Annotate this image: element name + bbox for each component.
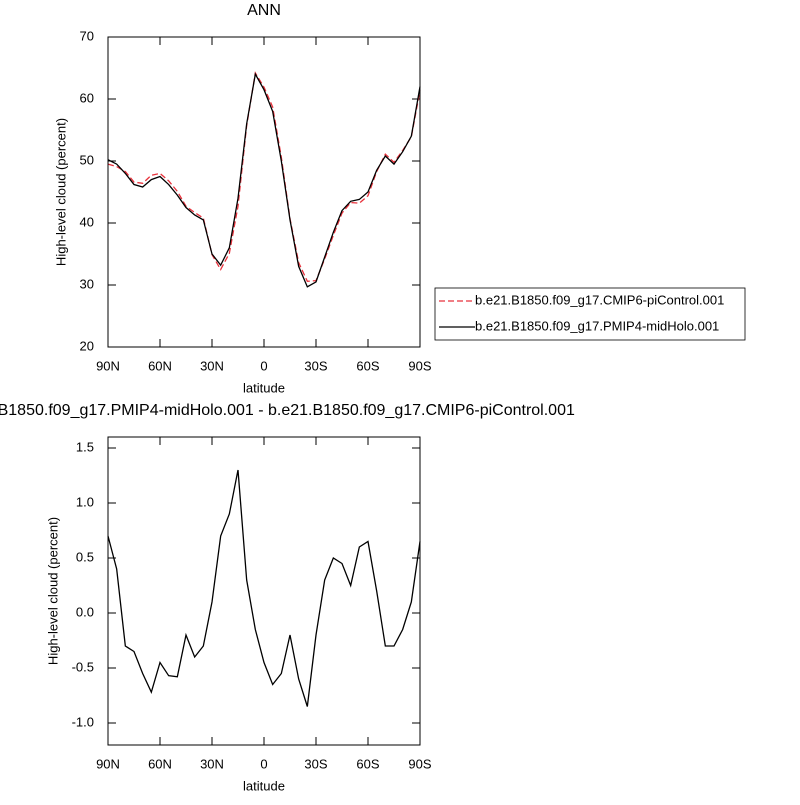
- y-tick-label: 70: [80, 28, 94, 43]
- data-line: [107, 71, 421, 282]
- plot-frame: [107, 36, 421, 348]
- y-tick-label: -1.0: [72, 714, 94, 729]
- legend-box: [434, 287, 746, 341]
- legend: b.e21.B1850.f09_g17.CMIP6-piControl.001b…: [434, 287, 746, 341]
- x-axis-label: latitude: [243, 778, 285, 793]
- y-tick-label: 20: [80, 338, 94, 353]
- x-tick-label: 30N: [200, 756, 224, 771]
- x-tick-label: 30N: [200, 358, 224, 373]
- x-tick-label: 90N: [96, 358, 120, 373]
- y-tick-label: 40: [80, 214, 94, 229]
- data-line: [107, 469, 421, 707]
- x-tick-label: 60N: [148, 358, 172, 373]
- x-tick-label: 90S: [408, 756, 431, 771]
- y-axis-label: High-level cloud (percent): [53, 118, 68, 266]
- y-tick-label: -0.5: [72, 659, 94, 674]
- x-tick-label: 90N: [96, 756, 120, 771]
- y-tick-label: 30: [80, 276, 94, 291]
- x-tick-label: 90S: [408, 358, 431, 373]
- x-tick-label: 60S: [356, 358, 379, 373]
- x-tick-label: 30S: [304, 756, 327, 771]
- x-tick-label: 60N: [148, 756, 172, 771]
- y-tick-label: 0.0: [76, 604, 94, 619]
- legend-label: b.e21.B1850.f09_g17.CMIP6-piControl.001: [475, 292, 724, 307]
- y-tick-label: 50: [80, 152, 94, 167]
- y-tick-label: 1.5: [76, 439, 94, 454]
- x-tick-label: 0: [260, 756, 267, 771]
- y-tick-label: 60: [80, 90, 94, 105]
- chart-title: ANN: [247, 2, 281, 19]
- x-tick-label: 60S: [356, 756, 379, 771]
- data-line: [107, 72, 421, 288]
- x-tick-label: 30S: [304, 358, 327, 373]
- plot-frame: [107, 436, 421, 746]
- y-tick-label: 0.5: [76, 549, 94, 564]
- x-axis-label: latitude: [243, 380, 285, 395]
- y-tick-label: 1.0: [76, 494, 94, 509]
- y-axis-label: High-level cloud (percent): [45, 517, 60, 665]
- legend-label: b.e21.B1850.f09_g17.PMIP4-midHolo.001: [475, 318, 719, 333]
- chart-title: b.e21.B1850.f09_g17.PMIP4-midHolo.001 - …: [0, 402, 575, 419]
- x-tick-label: 0: [260, 358, 267, 373]
